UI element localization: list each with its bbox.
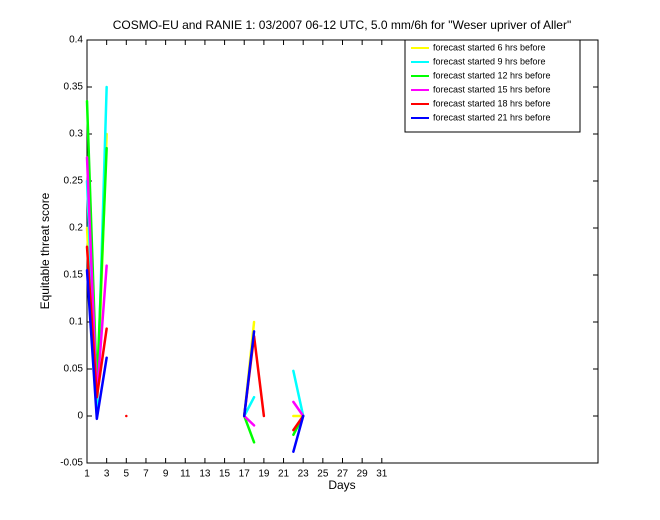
legend-label: forecast started 15 hrs before	[433, 84, 551, 94]
legend-label: forecast started 9 hrs before	[433, 56, 546, 66]
chart-title: COSMO-EU and RANIE 1: 03/2007 06-12 UTC,…	[113, 18, 571, 32]
legend-label: forecast started 12 hrs before	[433, 70, 551, 80]
x-tick-label: 17	[239, 469, 251, 480]
x-tick-label: 21	[278, 469, 290, 480]
y-tick-label: 0.15	[64, 270, 84, 281]
x-tick-label: 27	[337, 469, 349, 480]
x-tick-label: 9	[163, 469, 169, 480]
x-tick-label: 11	[180, 469, 191, 480]
x-tick-label: 23	[298, 469, 310, 480]
x-tick-label: 7	[143, 469, 149, 480]
y-tick-label: 0.25	[64, 176, 84, 187]
series-line	[85, 245, 305, 432]
x-tick-label: 5	[124, 469, 130, 480]
x-tick-label: 31	[376, 469, 388, 480]
x-tick-label: 1	[84, 469, 90, 480]
y-tick-label: 0.4	[69, 35, 83, 46]
x-axis-label: Days	[328, 478, 355, 492]
x-tick-label: 15	[219, 469, 231, 480]
x-tick-label: 3	[104, 469, 110, 480]
y-tick-label: 0.1	[69, 317, 83, 328]
x-tick-label: 29	[357, 469, 369, 480]
y-tick-label: 0.3	[69, 129, 83, 140]
x-tick-label: 25	[317, 469, 329, 480]
y-axis-label: Equitable threat score	[38, 192, 52, 309]
legend-box	[404, 39, 581, 133]
y-tick-label: 0	[77, 411, 83, 422]
x-tick-label: 13	[199, 469, 211, 480]
y-tick-label: 0.2	[69, 223, 83, 234]
legend-label: forecast started 21 hrs before	[433, 112, 551, 122]
series-line	[85, 269, 305, 453]
y-tick-label: 0.35	[64, 82, 84, 93]
legend-label: forecast started 18 hrs before	[433, 98, 551, 108]
y-tick-label: -0.05	[60, 458, 83, 469]
y-tick-label: 0.05	[64, 364, 84, 375]
x-tick-label: 19	[258, 469, 270, 480]
legend-label: forecast started 6 hrs before	[433, 42, 546, 52]
